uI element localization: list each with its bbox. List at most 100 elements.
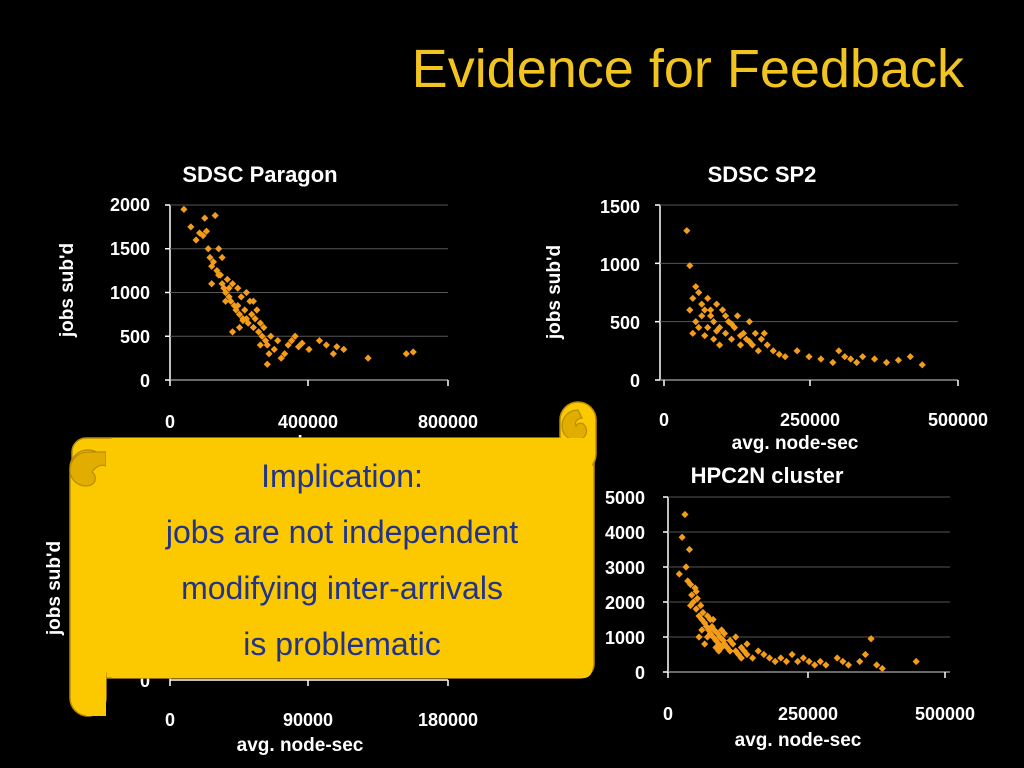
data-point bbox=[912, 657, 920, 666]
data-point bbox=[298, 339, 306, 347]
data-point bbox=[788, 650, 796, 659]
x-tick-label: 0 bbox=[165, 710, 175, 730]
data-point bbox=[692, 318, 700, 326]
data-point bbox=[713, 300, 721, 308]
y-tick-label: 1500 bbox=[600, 197, 640, 217]
data-point bbox=[742, 335, 751, 343]
data-point bbox=[199, 232, 207, 240]
data-point bbox=[697, 601, 705, 610]
data-point bbox=[686, 262, 694, 270]
data-point bbox=[701, 332, 709, 340]
y-tick-label: 1000 bbox=[110, 283, 150, 303]
y-tick-label: 5000 bbox=[605, 488, 645, 508]
data-point bbox=[745, 318, 753, 326]
data-point bbox=[743, 650, 751, 659]
scroll-left-curl bbox=[69, 451, 107, 487]
y-tick-label: 500 bbox=[610, 313, 640, 333]
data-point bbox=[718, 306, 727, 314]
data-point bbox=[717, 626, 726, 634]
callout-line-3: modifying inter-arrivals bbox=[181, 570, 503, 606]
data-point bbox=[724, 318, 733, 326]
data-point bbox=[703, 633, 712, 641]
data-point bbox=[256, 319, 264, 327]
data-point bbox=[736, 332, 745, 340]
data-point bbox=[364, 354, 372, 362]
data-point bbox=[775, 350, 783, 358]
data-point bbox=[688, 591, 696, 599]
y-axis-label: jobs sub'd bbox=[57, 243, 78, 338]
data-point bbox=[698, 300, 706, 308]
y-tick-label: 0 bbox=[140, 671, 150, 691]
data-point bbox=[698, 312, 706, 320]
data-point bbox=[793, 347, 801, 355]
data-point bbox=[239, 316, 247, 325]
data-point bbox=[689, 294, 697, 302]
data-point bbox=[692, 605, 700, 613]
callout-line-4: is problematic bbox=[243, 626, 441, 662]
data-point bbox=[703, 612, 712, 620]
data-point bbox=[906, 353, 914, 361]
data-point bbox=[805, 657, 813, 666]
data-point bbox=[777, 654, 785, 662]
data-point bbox=[713, 327, 721, 335]
data-point bbox=[692, 283, 700, 291]
data-point bbox=[727, 320, 736, 328]
data-point bbox=[817, 355, 825, 363]
data-point bbox=[260, 323, 268, 332]
x-axis-label: avg. node-sec bbox=[735, 730, 862, 751]
data-point bbox=[315, 337, 324, 345]
data-point bbox=[402, 350, 410, 358]
data-point bbox=[686, 601, 695, 610]
data-point bbox=[675, 570, 683, 578]
data-point bbox=[277, 354, 285, 362]
data-point bbox=[249, 297, 257, 305]
data-point bbox=[263, 360, 271, 368]
data-point bbox=[751, 329, 759, 337]
plot-area bbox=[663, 496, 950, 678]
data-point bbox=[737, 654, 745, 662]
data-point bbox=[859, 353, 867, 361]
data-point bbox=[853, 358, 861, 367]
data-point bbox=[760, 329, 768, 337]
data-point bbox=[882, 358, 891, 367]
data-point bbox=[234, 302, 242, 310]
x-axis-label: avg. node-sec bbox=[237, 735, 364, 756]
data-point bbox=[192, 236, 200, 244]
data-point bbox=[701, 619, 709, 627]
data-point bbox=[251, 315, 259, 323]
data-point bbox=[204, 245, 212, 253]
x-tick-label: 250000 bbox=[778, 704, 838, 724]
data-point bbox=[333, 343, 341, 351]
data-point bbox=[847, 355, 855, 363]
data-point bbox=[698, 626, 706, 634]
data-point bbox=[241, 306, 249, 314]
data-point bbox=[839, 657, 847, 666]
scroll-right-curl bbox=[561, 409, 588, 441]
data-point bbox=[695, 633, 703, 641]
y-tick-label: 0 bbox=[635, 663, 645, 683]
data-point bbox=[710, 626, 718, 634]
data-point bbox=[856, 657, 864, 666]
y-tick-label: 4000 bbox=[605, 523, 645, 543]
data-point bbox=[255, 328, 263, 336]
data-point bbox=[844, 661, 853, 669]
data-point bbox=[209, 258, 218, 266]
data-point bbox=[726, 647, 734, 655]
data-point bbox=[822, 661, 830, 669]
data-point bbox=[760, 650, 768, 659]
data-point bbox=[705, 626, 713, 634]
data-point bbox=[222, 297, 230, 305]
data-point bbox=[794, 657, 802, 666]
data-point bbox=[867, 635, 875, 643]
data-point bbox=[720, 629, 728, 638]
data-point bbox=[841, 353, 849, 361]
data-point bbox=[225, 284, 233, 292]
data-point bbox=[222, 288, 230, 297]
data-point bbox=[253, 306, 261, 314]
plot-area bbox=[655, 204, 959, 386]
data-point bbox=[721, 329, 730, 337]
data-point bbox=[291, 332, 299, 340]
data-point bbox=[707, 306, 715, 314]
data-point bbox=[180, 205, 188, 213]
data-point bbox=[716, 341, 724, 349]
